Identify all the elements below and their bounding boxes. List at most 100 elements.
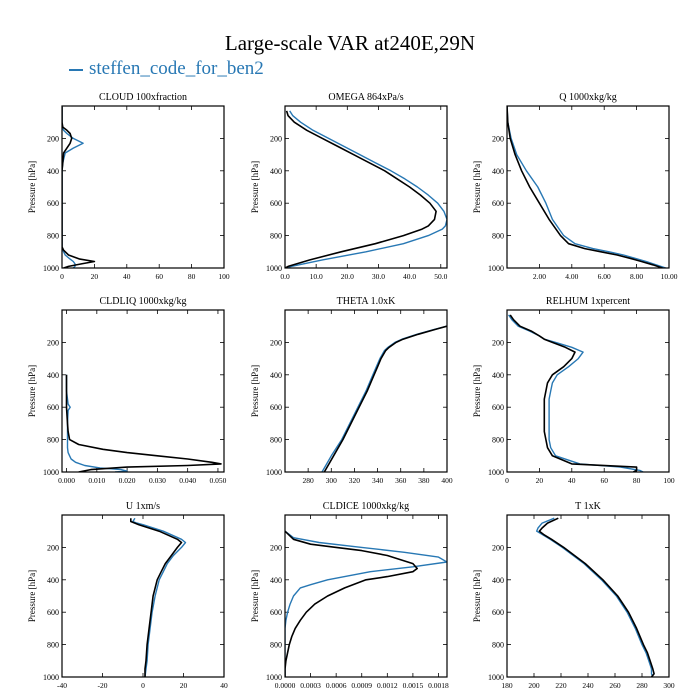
- series-line-case-b: [536, 517, 654, 677]
- panel-title: RELHUM 1xpercent: [546, 296, 630, 307]
- y-tick-label: 600: [47, 608, 59, 617]
- y-tick-label: 800: [270, 641, 282, 650]
- series-line-case-a: [130, 518, 183, 677]
- x-tick-label: -40: [57, 681, 67, 690]
- x-tick-label: 100: [218, 272, 230, 281]
- y-tick-label: 800: [492, 436, 504, 445]
- y-tick-label: 800: [270, 436, 282, 445]
- series-line-case-b: [65, 374, 128, 472]
- x-tick-label: 0.0000: [275, 681, 296, 690]
- x-tick-label: 80: [633, 476, 641, 485]
- x-tick-label: 0: [505, 476, 509, 485]
- y-tick-label: 600: [47, 403, 59, 412]
- y-tick-label: 600: [270, 608, 282, 617]
- x-tick-label: 60: [155, 272, 163, 281]
- y-tick-label: 1000: [266, 468, 282, 477]
- chart-panel-4: CLDLIQ 1000xkg/kg Pressure [hPa] 200 400 600…: [27, 296, 227, 485]
- plot-frame: [506, 514, 670, 678]
- x-tick-label: 340: [372, 476, 384, 485]
- panel-title: CLDLIQ 1000xkg/kg: [100, 296, 187, 307]
- x-tick-label: 0.050: [210, 476, 227, 485]
- x-tick-label: 8.00: [630, 272, 643, 281]
- x-tick-label: 300: [663, 681, 675, 690]
- x-tick-label: 20: [180, 681, 188, 690]
- y-tick-label: 800: [47, 641, 59, 650]
- x-tick-label: 50.0: [434, 272, 447, 281]
- y-tick-label: 1000: [488, 468, 504, 477]
- y-tick-label: 200: [270, 338, 282, 347]
- x-tick-label: 360: [395, 476, 407, 485]
- y-tick-label: 200: [492, 543, 504, 552]
- series-line-case-a: [285, 110, 437, 268]
- x-tick-label: 400: [441, 476, 453, 485]
- series-line-case-b: [285, 530, 447, 677]
- y-tick-label: 200: [492, 134, 504, 143]
- y-tick-label: 1000: [266, 673, 282, 682]
- y-tick-label: 800: [492, 641, 504, 650]
- x-tick-label: 0: [60, 272, 64, 281]
- x-tick-label: 20.0: [341, 272, 354, 281]
- series-line-case-b: [132, 517, 187, 677]
- panel-title: THETA 1.0xK: [337, 296, 396, 307]
- y-tick-label: 1000: [488, 264, 504, 273]
- plot-frame: [284, 514, 448, 678]
- y-tick-label: 1000: [266, 264, 282, 273]
- y-axis-label: Pressure [hPa]: [27, 365, 37, 417]
- x-tick-label: 0.0012: [377, 681, 398, 690]
- y-tick-label: 400: [270, 167, 282, 176]
- plot-frame: [506, 309, 670, 473]
- y-tick-label: 200: [270, 134, 282, 143]
- y-tick-label: 800: [492, 232, 504, 241]
- y-tick-label: 600: [270, 403, 282, 412]
- plot-frame: [506, 105, 670, 269]
- y-axis-label: Pressure [hPa]: [472, 161, 482, 213]
- y-tick-label: 400: [47, 167, 59, 176]
- legend-swatch: [69, 68, 83, 71]
- page-title: Large-scale VAR at240E,29N: [224, 31, 476, 55]
- x-tick-label: 40: [123, 272, 131, 281]
- y-axis-label: Pressure [hPa]: [472, 365, 482, 417]
- y-axis-label: Pressure [hPa]: [27, 161, 37, 213]
- y-tick-label: 1000: [488, 673, 504, 682]
- x-tick-label: 180: [501, 681, 513, 690]
- x-tick-label: 0.030: [149, 476, 166, 485]
- series-line-case-b: [507, 106, 667, 268]
- y-tick-label: 1000: [43, 264, 59, 273]
- x-tick-label: 60: [600, 476, 608, 485]
- y-tick-label: 600: [47, 199, 59, 208]
- series-line-case-b: [508, 314, 644, 472]
- panel-title: T 1xK: [575, 501, 601, 512]
- x-tick-label: 0: [141, 681, 145, 690]
- x-tick-label: 80: [188, 272, 196, 281]
- x-tick-label: 320: [349, 476, 361, 485]
- y-tick-label: 600: [492, 403, 504, 412]
- series-line-case-b: [321, 325, 447, 472]
- y-tick-label: 600: [492, 199, 504, 208]
- x-tick-label: 380: [418, 476, 430, 485]
- y-tick-label: 200: [47, 338, 59, 347]
- x-tick-label: 4.00: [565, 272, 578, 281]
- x-tick-label: 220: [555, 681, 567, 690]
- y-axis-label: Pressure [hPa]: [250, 365, 260, 417]
- x-tick-label: 2.00: [533, 272, 546, 281]
- x-tick-label: 240: [582, 681, 594, 690]
- x-tick-label: 10.00: [661, 272, 678, 281]
- y-tick-label: 400: [492, 576, 504, 585]
- series-line-case-a: [62, 106, 96, 268]
- x-tick-label: 40.0: [403, 272, 416, 281]
- series-line-case-a: [323, 325, 447, 472]
- y-tick-label: 800: [47, 232, 59, 241]
- y-axis-label: Pressure [hPa]: [472, 570, 482, 622]
- y-tick-label: 200: [492, 338, 504, 347]
- y-tick-label: 200: [270, 543, 282, 552]
- x-tick-label: 200: [528, 681, 540, 690]
- x-tick-label: 0.0003: [300, 681, 321, 690]
- y-tick-label: 600: [492, 608, 504, 617]
- x-tick-label: -20: [98, 681, 108, 690]
- x-tick-label: 0.0006: [326, 681, 347, 690]
- y-axis-label: Pressure [hPa]: [250, 161, 260, 213]
